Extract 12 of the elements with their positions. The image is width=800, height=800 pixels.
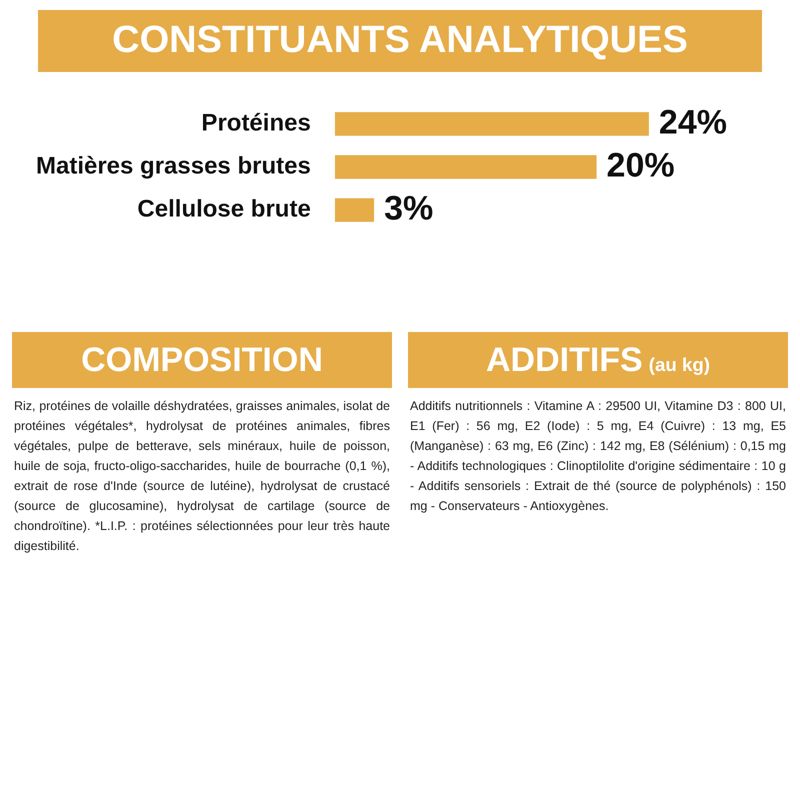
data-label: 24% xyxy=(658,102,727,141)
chart-title: CONSTITUANTS ANALYTIQUES xyxy=(112,19,688,61)
data-label: 3% xyxy=(384,189,434,228)
text: COMPOSITION xyxy=(81,340,323,379)
data-label: 20% xyxy=(606,146,675,184)
y-tick-label: Protéines xyxy=(201,109,311,136)
text: Additifs nutritionnels : Vitamine A : 29500 UI, Vitamine D3 : 800 UI, E1 (Fer) : 56 mg, E2 (Iode) : 5 mg, E4 (Cuivre) : 13 mg, E5 (Manganèse) : 63 mg, E6 (Zinc) : 142 mg, E8 (Sélénium) : 0,15 mg - Additifs technologiques : Clinoptilolite d'origine sédimentaire : 10 g - Additifs sensoriels : Extrait de thé (source de polyphénols) : 150 mg - Conservateurs - Antioxygènes. xyxy=(410,398,786,516)
y-tick-label: Matières grasses brutes xyxy=(36,152,311,180)
text: Riz, protéines de volaille déshydratées, graisses animales, isolat de protéines végétales*, hydrolysat de protéines animales, fibres végétales, pulpe de betterave, sels minéraux, huile de poisson, huile de soja, fructo-oligo-saccharides, huile de bourrache (0,1 %), extrait de rose d'Inde (source de lutéine), hydrolysat de crustacé (source de glucosamine), hydrolysat de cartilage (source de chondroïtine). *L.I.P. : protéines sélectionnées pour leur très haute digestibilité. xyxy=(14,398,390,556)
text: ADDITIFS xyxy=(486,340,643,379)
y-tick-label: Cellulose brute xyxy=(137,195,311,222)
text: (au kg) xyxy=(648,354,710,375)
